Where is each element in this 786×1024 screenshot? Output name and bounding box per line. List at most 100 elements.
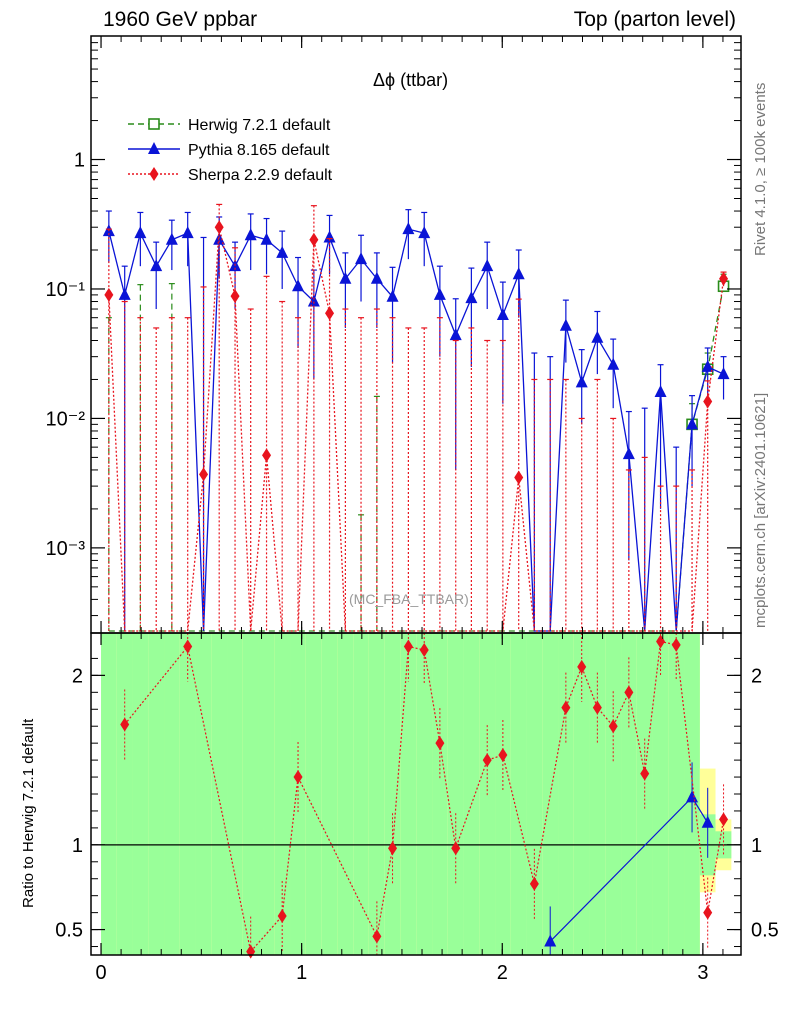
rivet-version-label: Rivet 4.1.0, ≥ 100k events [752, 82, 769, 256]
uncertainty-band-green [510, 633, 527, 955]
data-point [355, 252, 368, 265]
data-point [512, 267, 525, 280]
data-point [118, 287, 131, 300]
data-point [496, 307, 509, 320]
data-point [402, 222, 415, 235]
legend-label: Sherpa 2.2.9 default [188, 167, 333, 184]
ratio-point [293, 770, 303, 785]
uncertainty-band-green [573, 633, 590, 955]
uncertainty-band-green [179, 633, 196, 955]
legend-label: Pythia 8.165 default [188, 142, 330, 159]
ratio-point [451, 841, 461, 856]
ratio-point [703, 905, 713, 920]
ratio-point [577, 659, 587, 674]
data-point [686, 417, 699, 430]
collision-label: 1960 GeV ppbar [103, 8, 258, 31]
data-point [575, 375, 588, 388]
mcplots-credit-label: mcplots.cern.ch [arXiv:2401.10621] [752, 392, 769, 628]
legend-label: Herwig 7.2.1 default [188, 117, 331, 134]
uncertainty-band-green [305, 633, 322, 955]
data-point [559, 318, 572, 331]
data-point [213, 232, 226, 245]
uncertainty-band-green [384, 633, 401, 955]
data-point [719, 271, 729, 286]
ratio-point [592, 700, 602, 715]
data-point [325, 306, 335, 321]
observable-group-label: Top (parton level) [573, 8, 736, 31]
ratio-y-tick-label-right: 2 [751, 665, 762, 687]
uncertainty-band-green [558, 633, 574, 955]
ratio-point [529, 876, 539, 891]
uncertainty-band-green [242, 633, 259, 955]
ratio-point [419, 642, 429, 657]
series-line-1 [108, 228, 724, 632]
uncertainty-band-green [636, 633, 653, 955]
ratio-point [561, 700, 571, 715]
uncertainty-band-green [321, 633, 338, 955]
data-point [717, 367, 730, 380]
legend-marker [149, 167, 159, 181]
ratio-y-tick-label: 1 [72, 835, 83, 857]
chart-title: Δϕ (ttbar) [373, 70, 449, 90]
ratio-y-tick-label-right: 0.5 [751, 920, 779, 942]
data-point [370, 271, 383, 284]
data-point [230, 289, 240, 304]
uncertainty-band-green [148, 633, 165, 955]
x-tick-label: 3 [697, 962, 708, 984]
uncertainty-band-green [526, 633, 543, 955]
uncertainty-band-green [353, 633, 369, 955]
uncertainty-band-green [416, 633, 433, 955]
ratio-point [671, 637, 681, 652]
data-point [262, 448, 272, 463]
data-point [449, 328, 462, 341]
uncertainty-band-green [211, 633, 228, 955]
data-point [514, 470, 524, 485]
uncertainty-band-green [542, 633, 559, 955]
ratio-point [403, 639, 413, 654]
uncertainty-band-green [116, 633, 133, 955]
data-point [104, 287, 114, 302]
data-point [309, 232, 319, 247]
data-point [181, 226, 194, 239]
data-point [214, 220, 224, 235]
uncertainty-band-green [668, 633, 685, 955]
series-line-2 [108, 227, 725, 632]
data-point [386, 289, 399, 302]
uncertainty-band-green [621, 633, 637, 955]
data-point [481, 259, 494, 272]
uncertainty-band-green [195, 633, 212, 955]
data-point [292, 279, 305, 292]
ratio-point [120, 717, 130, 732]
data-point [199, 467, 209, 482]
data-point [622, 447, 635, 460]
ratio-y-tick-label: 0.5 [55, 920, 83, 942]
ratio-point [640, 766, 650, 781]
data-point [418, 226, 431, 239]
data-point [591, 330, 604, 343]
uncertainty-band-green [132, 633, 149, 955]
ratio-point [388, 841, 398, 856]
ratio-point [719, 812, 729, 827]
uncertainty-band-green [400, 633, 417, 955]
ratio-point [608, 719, 618, 734]
ratio-point [482, 753, 492, 768]
data-point [276, 245, 289, 258]
ratio-point [686, 790, 699, 803]
legend-marker [148, 142, 160, 154]
ratio-y-tick-label-right: 1 [751, 835, 762, 857]
ratio-line-1 [124, 640, 725, 953]
uncertainty-band-green [227, 633, 243, 955]
x-tick-label: 1 [296, 962, 307, 984]
x-tick-label: 2 [497, 962, 508, 984]
y-tick-label: 10⁻² [46, 408, 86, 430]
y-tick-label: 1 [74, 150, 85, 172]
ratio-y-axis-label: Ratio to Herwig 7.2.1 default [20, 718, 37, 908]
uncertainty-band-green [432, 633, 448, 955]
uncertainty-band-green [652, 633, 669, 955]
data-point [150, 259, 163, 272]
uncertainty-band-green [447, 633, 464, 955]
data-point [165, 232, 178, 245]
uncertainty-band-green [274, 633, 291, 955]
ratio-point [624, 685, 634, 700]
